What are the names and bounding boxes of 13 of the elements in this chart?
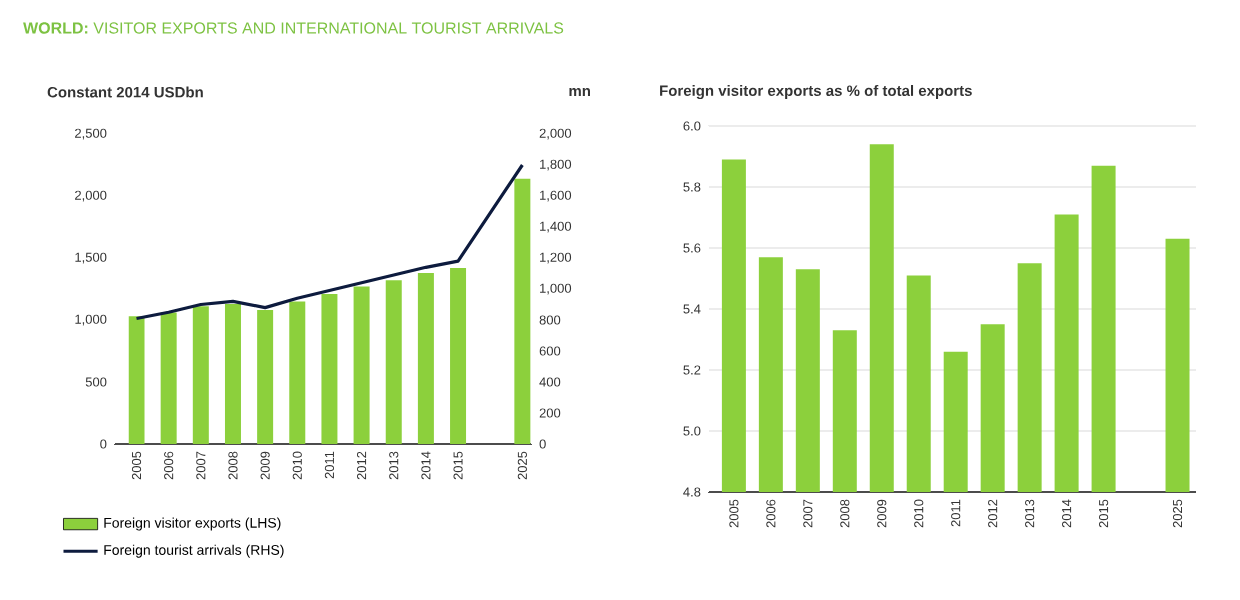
bar (385, 280, 402, 445)
bar (353, 286, 370, 445)
bar (160, 312, 177, 445)
bar (257, 310, 274, 445)
bar (321, 293, 338, 445)
bar (514, 178, 531, 445)
bar (128, 316, 145, 445)
bar (192, 306, 209, 445)
bar (450, 267, 467, 445)
bar (417, 272, 434, 445)
bar (289, 301, 306, 445)
chart-title: WORLD: VISITOR EXPORTS AND INTERNATIONAL TOURIST ARRIVALS (23, 22, 564, 34)
bar (224, 303, 241, 445)
